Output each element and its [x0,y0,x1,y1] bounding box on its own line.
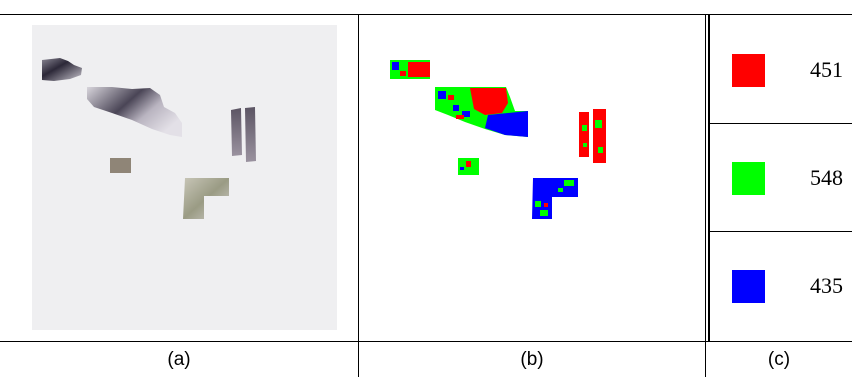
legend-row-red: 451 [708,17,852,123]
panel-a-image [32,25,337,330]
caption-c: (c) [767,349,791,370]
table-top-rule [0,14,852,15]
panel-b-segmentation [370,25,700,330]
column-divider-1 [358,14,359,377]
caption-a: (a) [167,349,191,370]
legend-divider-1 [708,123,852,124]
legend-divider-2 [708,231,852,232]
legend-row-green: 548 [708,125,852,231]
legend-border-left [708,14,710,342]
column-divider-2 [705,14,706,377]
table-middle-rule [0,341,852,342]
red-swatch [732,54,765,87]
red-count: 451 [810,57,843,82]
blue-count: 435 [810,273,843,298]
legend-row-blue: 435 [708,233,852,339]
green-swatch [732,162,765,195]
blue-swatch [732,270,765,303]
green-count: 548 [810,165,843,190]
caption-b: (b) [520,349,544,370]
